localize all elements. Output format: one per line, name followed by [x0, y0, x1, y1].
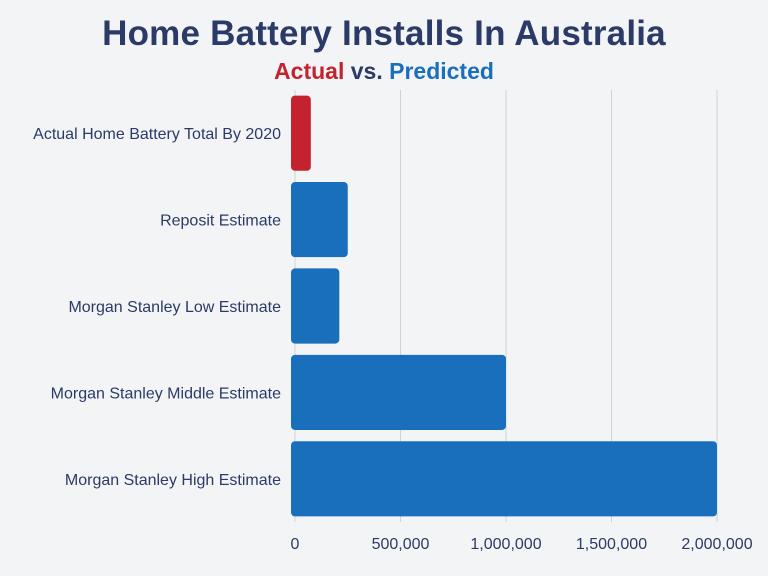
category-label: Actual Home Battery Total By 2020	[33, 126, 281, 143]
category-label: Reposit Estimate	[160, 213, 281, 230]
category-label: Morgan Stanley Low Estimate	[68, 299, 281, 316]
subtitle-vs: vs.	[344, 58, 390, 84]
chart-subtitle: Actual vs. Predicted	[0, 58, 768, 85]
bar	[291, 182, 348, 258]
category-labels: Actual Home Battery Total By 2020 Reposit…	[33, 126, 281, 489]
bar	[291, 268, 340, 344]
x-tick-label: 500,000	[372, 536, 430, 553]
chart-title: Home Battery Installs In Australia	[102, 14, 666, 53]
bar	[291, 441, 717, 517]
x-tick-label: 1,000,000	[470, 536, 541, 553]
bars	[291, 95, 717, 517]
bar	[291, 354, 506, 430]
x-tick-label: 0	[291, 536, 300, 553]
x-tick-label: 2,000,000	[681, 536, 752, 553]
category-label: Morgan Stanley High Estimate	[65, 472, 281, 489]
bar	[291, 95, 311, 171]
category-label: Morgan Stanley Middle Estimate	[51, 385, 281, 402]
x-tick-label: 1,500,000	[576, 536, 647, 553]
x-tick-labels: 0 500,000 1,000,000 1,500,000 2,000,000	[291, 536, 753, 553]
subtitle-actual: Actual	[274, 58, 345, 84]
subtitle-predicted: Predicted	[389, 58, 494, 84]
